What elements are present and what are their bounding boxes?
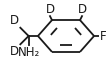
Text: F: F [100,30,106,42]
Text: D: D [45,3,55,16]
Text: NH₂: NH₂ [17,46,40,59]
Text: D: D [77,3,87,16]
Text: D: D [10,14,19,27]
Text: D: D [10,45,19,58]
